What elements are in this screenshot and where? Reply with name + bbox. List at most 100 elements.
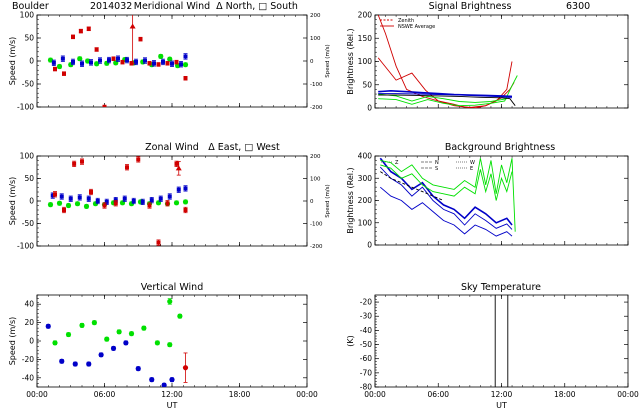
series-group	[47, 156, 189, 246]
data-point-square	[59, 194, 64, 199]
y-right-tick-label: 100	[310, 36, 321, 42]
y-tick-label: 0	[367, 104, 372, 113]
y-tick-label: 0	[367, 241, 372, 250]
x-tick-label: 00:00	[617, 390, 639, 399]
x-tick-label: 12:00	[491, 390, 513, 399]
series-line-green-b	[378, 93, 507, 103]
data-point-square	[113, 201, 118, 206]
data-point-circle	[161, 382, 167, 387]
series-line-black	[378, 94, 516, 106]
y-tick-label: -50	[360, 340, 372, 349]
data-point-circle	[182, 62, 189, 68]
data-point-circle	[79, 322, 85, 328]
series-line-blue-2	[379, 166, 513, 230]
data-point-circle	[173, 200, 180, 206]
y-tick-label: 50	[24, 34, 34, 43]
data-point-circle	[72, 361, 78, 367]
data-point-circle	[149, 377, 155, 383]
y-tick-label: 100	[358, 218, 373, 227]
chart-title: Zonal Wind	[145, 142, 199, 153]
data-point-square	[176, 187, 181, 192]
data-point-circle	[154, 340, 160, 346]
y-right-tick-label: 200	[310, 154, 321, 160]
data-point-square	[170, 61, 174, 66]
y-right-tick-label: 200	[310, 13, 321, 19]
data-point-circle	[182, 365, 189, 371]
y-axis-label: Brightness (Rel.)	[346, 28, 355, 94]
data-point-square	[136, 157, 141, 162]
data-point-square	[102, 203, 107, 208]
y-tick-label: 300	[358, 174, 373, 183]
meridional-wind-panel: Meridional Wind Δ North, □ South 100 50 0 -50…	[8, 1, 331, 112]
data-point-square	[158, 196, 163, 201]
data-point-triangle	[129, 23, 136, 29]
data-point-circle	[155, 200, 162, 206]
chart-title: Background Brightness	[445, 142, 555, 153]
y-tick-label: 40	[24, 300, 34, 309]
vertical-wind-panel: Vertical Wind 40 20 0 -20 -40 00:00 06:00 12:00 1…	[8, 282, 318, 410]
legend-entry: Z	[395, 160, 399, 166]
x-axis-label: UT	[496, 401, 507, 410]
data-point-square	[134, 59, 138, 64]
site-label: Boulder	[12, 1, 49, 12]
y-right-tick-label: -100	[310, 82, 323, 88]
y-right-tick-label: -200	[310, 105, 323, 111]
series-line-blue-a	[378, 89, 513, 98]
chart-title: Signal Brightness	[429, 1, 512, 12]
data-point-square	[149, 198, 154, 203]
data-point-circle	[56, 63, 63, 70]
data-point-circle	[158, 53, 164, 60]
y-tick-label: -100	[17, 103, 34, 112]
data-point-square	[165, 201, 170, 206]
y-tick-label: 0	[29, 337, 34, 346]
legend-entry: E	[470, 166, 473, 172]
y-tick-label: 50	[362, 80, 372, 89]
y-tick-label: -50	[22, 80, 34, 89]
data-point-square	[71, 34, 75, 39]
data-point-square	[183, 186, 188, 191]
data-point-circle	[169, 377, 175, 383]
data-point-circle	[167, 56, 173, 62]
data-point-circle	[47, 202, 54, 208]
y-right-tick-label: 0	[310, 59, 314, 65]
data-point-square	[102, 105, 107, 107]
series-group	[47, 15, 189, 107]
y-axis-label: Speed (m/s)	[8, 317, 17, 366]
y-tick-label: -20	[22, 355, 34, 364]
data-point-circle	[74, 201, 81, 207]
y-tick-label: 50	[24, 174, 34, 183]
background-brightness-panel: Background Brightness 400 300 200 100 0 Bright…	[346, 142, 629, 250]
data-point-square	[143, 58, 147, 63]
y-right-tick-label: 0	[310, 199, 314, 205]
data-point-circle	[141, 325, 147, 331]
y-tick-label: -20	[360, 298, 372, 307]
signal-brightness-panel: Signal Brightness 200 150 100 50 0 Brightness …	[346, 1, 629, 113]
data-point-square	[167, 194, 172, 199]
y-axis-label: Brightness (Rel.)	[346, 167, 355, 233]
plot-frame	[374, 155, 629, 246]
chart-title: Meridional Wind	[134, 1, 210, 12]
y-tick-label: 0	[29, 197, 34, 206]
x-tick-label: 12:00	[161, 390, 183, 399]
data-point-square	[113, 198, 118, 203]
y-tick-label: 150	[358, 34, 373, 43]
y-tick-label: -40	[22, 373, 34, 382]
data-point-square	[68, 196, 73, 201]
data-point-square	[183, 54, 188, 59]
data-point-square	[179, 62, 183, 67]
data-point-circle	[65, 202, 72, 209]
data-point-square	[53, 192, 57, 197]
data-point-square	[72, 161, 77, 166]
series-group	[379, 157, 516, 237]
data-point-square	[98, 58, 102, 63]
data-point-circle	[116, 329, 122, 335]
data-point-circle	[167, 342, 173, 348]
series-group	[377, 15, 518, 108]
data-point-circle	[77, 56, 83, 62]
legend-entry: Zenith	[398, 18, 414, 24]
data-point-circle	[83, 203, 90, 209]
series-group	[45, 298, 189, 387]
data-point-square	[51, 60, 56, 65]
data-point-circle	[128, 331, 135, 337]
